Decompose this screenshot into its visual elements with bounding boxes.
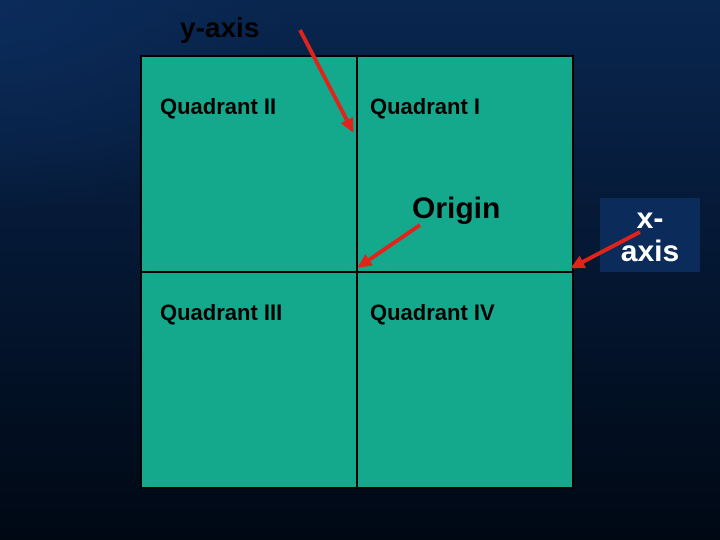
x-axis-arrow-icon — [573, 232, 640, 267]
y-axis-arrow-icon — [300, 30, 352, 130]
origin-arrow-icon — [360, 225, 420, 266]
diagram-stage: y-axis Quadrant II Quadrant I Origin Qua… — [0, 0, 720, 540]
callout-arrows — [0, 0, 720, 540]
